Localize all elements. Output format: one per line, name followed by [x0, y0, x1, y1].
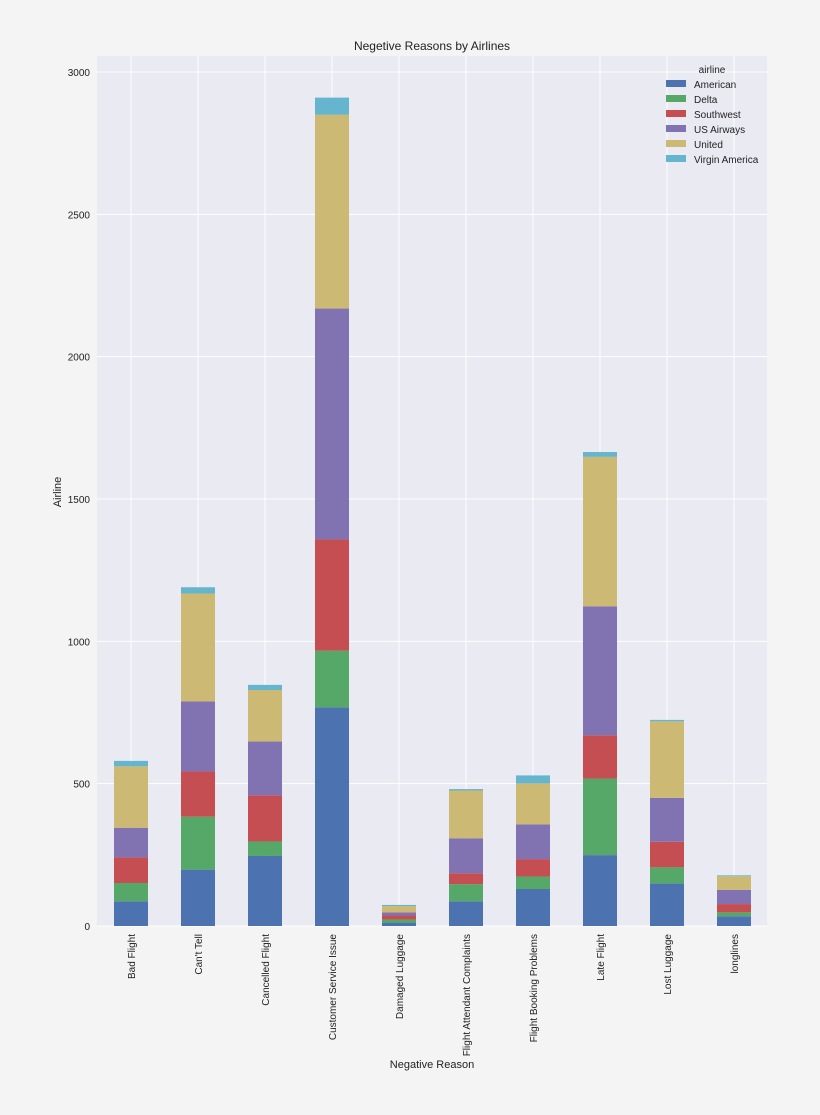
- y-tick-label: 0: [84, 922, 90, 933]
- bar-segment-us-airways: [717, 889, 751, 905]
- y-tick-label: 3000: [68, 68, 91, 79]
- legend-label-virgin-america: Virgin America: [694, 155, 759, 166]
- bar-segment-united: [382, 906, 416, 913]
- x-tick-label: Cancelled Flight: [261, 934, 272, 1006]
- legend-swatch-delta: [666, 95, 686, 102]
- y-tick-label: 1500: [68, 495, 91, 506]
- bar-segment-us-airways: [516, 824, 550, 860]
- bar-segment-delta: [583, 778, 617, 856]
- x-tick-label: Lost Luggage: [663, 934, 674, 995]
- bar-segment-american: [717, 916, 751, 926]
- legend-label-southwest: Southwest: [694, 110, 741, 121]
- chart-title: Negetive Reasons by Airlines: [354, 39, 510, 53]
- y-tick-label: 2000: [68, 353, 91, 364]
- bar-segment-united: [717, 876, 751, 890]
- legend-swatch-american: [666, 80, 686, 87]
- x-axis-ticks: Bad Flight Can't Tell Cancelled Flight Cust…: [127, 934, 741, 1057]
- bar-segment-us-airways: [449, 838, 483, 874]
- bar-segment-us-airways: [382, 912, 416, 916]
- bar-segment-southwest: [315, 539, 349, 651]
- bar-segment-american: [516, 888, 550, 926]
- bar-segment-us-airways: [181, 701, 215, 772]
- bar-segment-us-airways: [315, 308, 349, 540]
- x-tick-label: Bad Flight: [127, 934, 138, 979]
- legend: airline American Delta Southwest US Airways…: [666, 65, 759, 166]
- bar-segment-delta: [516, 876, 550, 889]
- bar-segment-virgin-america: [516, 775, 550, 784]
- y-tick-label: 500: [73, 780, 90, 791]
- bar-segment-united: [583, 456, 617, 607]
- bar-segment-southwest: [717, 904, 751, 913]
- legend-title: airline: [699, 65, 726, 76]
- bar-segment-united: [449, 790, 483, 839]
- x-tick-label: Customer Service Issue: [328, 934, 339, 1041]
- bar-segment-virgin-america: [449, 789, 483, 791]
- bar-segment-southwest: [449, 873, 483, 885]
- x-tick-label: Flight Booking Problems: [529, 934, 540, 1042]
- legend-label-united: United: [694, 140, 723, 151]
- bar-segment-us-airways: [248, 741, 282, 796]
- bar-segment-virgin-america: [650, 719, 684, 722]
- bar-segment-american: [449, 901, 483, 926]
- legend-label-us-airways: US Airways: [694, 125, 745, 136]
- bar-segment-united: [315, 114, 349, 309]
- bar-segment-virgin-america: [717, 875, 751, 877]
- bar-segment-united: [650, 721, 684, 798]
- x-tick-label: longlines: [730, 934, 741, 973]
- bar-segment-american: [114, 901, 148, 926]
- x-tick-label: Flight Attendant Complaints: [462, 934, 473, 1056]
- legend-swatch-us-airways: [666, 125, 686, 132]
- bar-segment-delta: [181, 816, 215, 870]
- bar-segment-united: [248, 690, 282, 742]
- bar-segment-american: [382, 922, 416, 926]
- bar-segment-southwest: [583, 735, 617, 779]
- x-tick-label: Can't Tell: [194, 934, 205, 975]
- bar-segment-us-airways: [114, 827, 148, 858]
- y-axis-ticks: 0 500 1000 1500 2000 2500 3000: [68, 68, 91, 933]
- bar-segment-southwest: [114, 857, 148, 884]
- bar-segment-american: [650, 883, 684, 926]
- x-tick-label: Damaged Luggage: [395, 934, 406, 1020]
- legend-swatch-virgin-america: [666, 155, 686, 162]
- bar-segment-virgin-america: [248, 684, 282, 691]
- y-tick-label: 1000: [68, 637, 91, 648]
- bar-segment-virgin-america: [382, 904, 416, 907]
- bar-segment-american: [181, 869, 215, 926]
- bar-segment-us-airways: [650, 797, 684, 842]
- bar-segment-virgin-america: [114, 760, 148, 767]
- bar-segment-delta: [717, 912, 751, 917]
- bar-segment-southwest: [650, 841, 684, 868]
- legend-label-delta: Delta: [694, 95, 718, 106]
- bar-segment-united: [114, 766, 148, 828]
- bar-segment-delta: [248, 841, 282, 856]
- bar-segment-virgin-america: [583, 452, 617, 457]
- x-axis-label: Negative Reason: [390, 1059, 474, 1071]
- x-tick-label: Late Flight: [596, 934, 607, 981]
- bar-segment-delta: [114, 883, 148, 902]
- legend-swatch-southwest: [666, 110, 686, 117]
- bar-segment-delta: [650, 867, 684, 884]
- bar-segment-united: [516, 783, 550, 825]
- bar-segment-us-airways: [583, 606, 617, 736]
- bar-segment-southwest: [248, 795, 282, 842]
- bar-segment-delta: [315, 650, 349, 708]
- bar-segment-southwest: [181, 771, 215, 817]
- bar-segment-southwest: [382, 915, 416, 920]
- bar-segment-delta: [382, 919, 416, 923]
- legend-swatch-united: [666, 140, 686, 147]
- y-tick-label: 2500: [68, 210, 91, 221]
- y-axis-label: Airline: [52, 477, 64, 508]
- bar-segment-delta: [449, 884, 483, 902]
- bar-segment-american: [315, 707, 349, 926]
- bar-segment-virgin-america: [181, 587, 215, 594]
- bar-segment-united: [181, 593, 215, 702]
- bar-segment-virgin-america: [315, 97, 349, 115]
- bar-segment-southwest: [516, 859, 550, 877]
- bar-segment-american: [583, 855, 617, 926]
- bar-stacks: [114, 97, 751, 926]
- legend-label-american: American: [694, 80, 736, 91]
- bar-segment-american: [248, 855, 282, 926]
